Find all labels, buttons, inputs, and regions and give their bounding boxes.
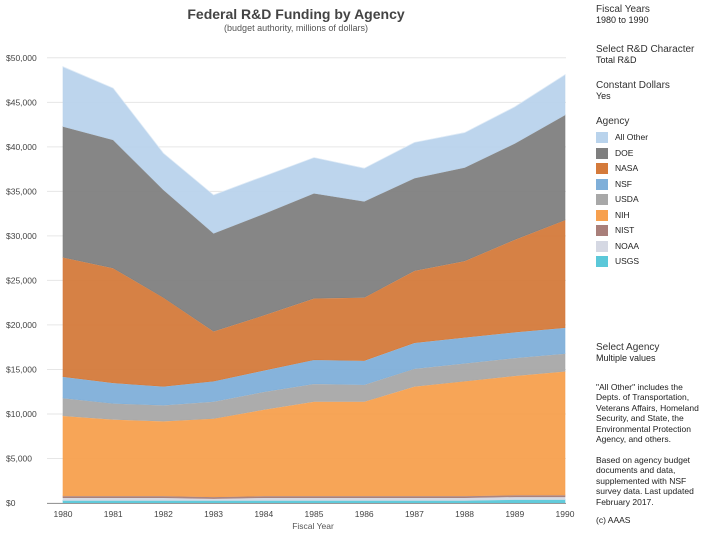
legend-label: USGS	[615, 256, 640, 267]
x-tick-label: 1983	[204, 509, 223, 519]
legend-swatch	[596, 132, 608, 144]
legend-swatch	[596, 163, 608, 175]
legend-label: DOE	[615, 147, 634, 158]
fiscal-years-heading: Fiscal Years	[596, 4, 650, 15]
side-panel: Fiscal Years 1980 to 1990 Select R&D Cha…	[596, 4, 720, 526]
constant-dollars-filter[interactable]: Constant Dollars Yes	[596, 80, 720, 102]
legend-item-nist[interactable]: NIST	[596, 223, 720, 239]
legend-swatch	[596, 147, 608, 159]
fiscal-years-filter[interactable]: Fiscal Years 1980 to 1990	[596, 4, 720, 26]
legend: All Other DOE NASA NSF USDA NIH NIST NOAA USGS	[596, 130, 720, 270]
legend-label: NASA	[615, 163, 639, 174]
y-tick-label: $20,000	[6, 320, 37, 330]
y-tick-label: $10,000	[6, 409, 37, 419]
x-tick-label: 1986	[355, 509, 374, 519]
legend-title: Agency	[596, 116, 630, 127]
legend-label: NSF	[615, 178, 632, 189]
x-tick-label: 1982	[154, 509, 173, 519]
chart-title: Federal R&D Funding by Agency	[187, 6, 404, 22]
legend-swatch	[596, 178, 608, 190]
x-tick-label: 1980	[54, 509, 73, 519]
legend-item-noaa[interactable]: NOAA	[596, 239, 720, 255]
constant-dollars-value: Yes	[596, 91, 611, 101]
legend-swatch	[596, 194, 608, 206]
x-tick-label: 1984	[254, 509, 273, 519]
y-tick-label: $30,000	[6, 231, 37, 241]
legend-label: NOAA	[615, 240, 640, 251]
all-other-note: "All Other" includes the Depts. of Trans…	[596, 381, 699, 445]
y-tick-label: $35,000	[6, 186, 37, 196]
select-agency-heading: Select Agency	[596, 341, 660, 353]
x-tick-label: 1985	[305, 509, 324, 519]
x-tick-label: 1987	[405, 509, 424, 519]
legend-swatch	[596, 209, 608, 221]
rd-character-value: Total R&D	[596, 55, 637, 65]
rd-character-heading: Select R&D Character	[596, 44, 695, 55]
constant-dollars-heading: Constant Dollars	[596, 80, 670, 91]
select-agency-filter[interactable]: Select Agency Multiple values	[596, 342, 720, 364]
legend-item-usda[interactable]: USDA	[596, 192, 720, 208]
y-tick-label: $5,000	[6, 453, 32, 463]
axes: $0 $5,000 $10,000 $15,000 $20,000 $25,000 $30,…	[6, 53, 575, 519]
legend-item-nsf[interactable]: NSF	[596, 177, 720, 193]
legend-swatch	[596, 225, 608, 237]
x-tick-label: 1988	[455, 509, 474, 519]
chart-area: Federal R&D Funding by Agency (budget au…	[6, 6, 575, 531]
legend-item-doe[interactable]: DOE	[596, 146, 720, 162]
x-tick-label: 1981	[104, 509, 123, 519]
stacked-area-chart: Federal R&D Funding by Agency (budget au…	[6, 6, 575, 531]
x-axis-title: Fiscal Year	[292, 521, 334, 531]
fiscal-years-value: 1980 to 1990	[596, 15, 649, 25]
y-tick-label: $50,000	[6, 53, 37, 63]
legend-swatch	[596, 256, 608, 268]
legend-swatch	[596, 240, 608, 252]
legend-label: NIST	[615, 225, 635, 236]
area-layer	[62, 66, 566, 504]
legend-item-all-other[interactable]: All Other	[596, 130, 720, 146]
y-tick-label: $40,000	[6, 142, 37, 152]
legend-label: All Other	[615, 132, 649, 143]
y-tick-label: $0	[6, 498, 16, 508]
legend-label: NIH	[615, 209, 630, 220]
legend-item-nasa[interactable]: NASA	[596, 161, 720, 177]
legend-item-nih[interactable]: NIH	[596, 208, 720, 224]
rd-character-filter[interactable]: Select R&D Character Total R&D	[596, 44, 720, 66]
x-tick-label: 1989	[505, 509, 524, 519]
y-tick-label: $45,000	[6, 97, 37, 107]
area-edge-all-other	[62, 66, 566, 196]
legend-label: USDA	[615, 194, 639, 205]
select-agency-value: Multiple values	[596, 352, 656, 363]
y-tick-label: $25,000	[6, 275, 37, 285]
copyright: (c) AAAS	[596, 515, 631, 525]
legend-item-usgs[interactable]: USGS	[596, 254, 720, 270]
chart-subtitle: (budget authority, millions of dollars)	[224, 23, 368, 33]
y-tick-label: $15,000	[6, 364, 37, 374]
source-note: Based on agency budget documents and dat…	[596, 454, 694, 507]
x-tick-label: 1990	[556, 509, 575, 519]
